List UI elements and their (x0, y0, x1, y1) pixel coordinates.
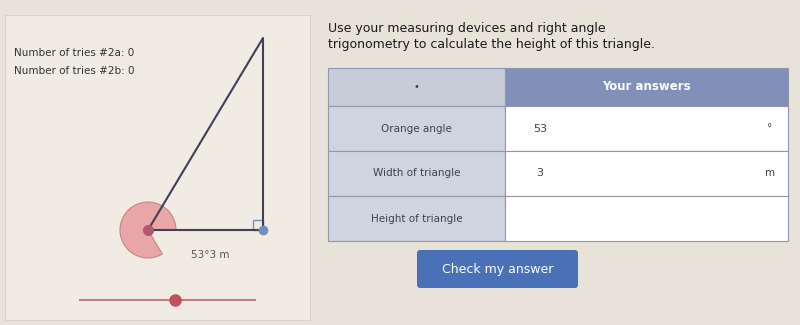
Wedge shape (120, 202, 176, 258)
Text: Your answers: Your answers (602, 81, 691, 94)
Bar (505, 196, 788, 241)
Text: Check my answer: Check my answer (442, 263, 553, 276)
Text: Use your measuring devices and right angle: Use your measuring devices and right ang… (328, 22, 606, 35)
Text: m: m (765, 168, 775, 178)
FancyBboxPatch shape (417, 250, 578, 288)
FancyBboxPatch shape (5, 15, 310, 320)
Text: •: • (414, 82, 419, 92)
Bar (505, 68, 788, 106)
Bar (505, 106, 788, 151)
Text: Orange angle: Orange angle (381, 124, 452, 134)
Text: °: ° (767, 124, 773, 134)
Text: Height of triangle: Height of triangle (370, 214, 462, 224)
Text: Number of tries #2b: 0: Number of tries #2b: 0 (14, 66, 134, 76)
Bar (328, 68, 505, 106)
Bar (328, 151, 505, 196)
Text: 53: 53 (533, 124, 547, 134)
Bar (253, 220, 263, 230)
Bar (505, 151, 788, 196)
Text: 53°3 m: 53°3 m (191, 250, 230, 260)
Bar (328, 106, 505, 151)
Bar (328, 196, 505, 241)
Text: trigonometry to calculate the height of this triangle.: trigonometry to calculate the height of … (328, 38, 655, 51)
Text: 3: 3 (537, 168, 543, 178)
Text: Number of tries #2a: 0: Number of tries #2a: 0 (14, 48, 134, 58)
Text: Width of triangle: Width of triangle (373, 168, 460, 178)
